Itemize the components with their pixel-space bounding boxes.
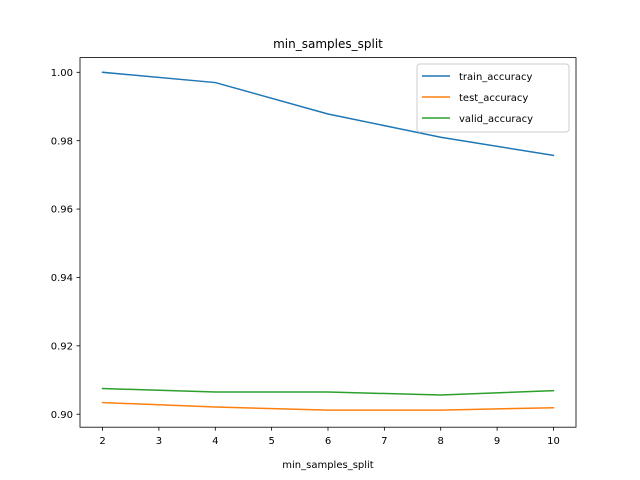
axes-frame (79, 57, 577, 428)
y-tick-label: 1.00 (51, 68, 73, 79)
x-tick-label: 9 (494, 436, 500, 447)
y-tick-label: 0.92 (51, 341, 73, 352)
x-tick-label: 7 (381, 436, 387, 447)
series-line-test-accuracy (101, 401, 555, 411)
x-tick-label: 8 (438, 436, 444, 447)
y-axis-ticks: 0.90 0.92 0.94 0.96 0.98 1.00 (51, 68, 80, 421)
chart-title: min_samples_split (273, 37, 383, 51)
y-tick-label: 0.98 (51, 136, 73, 147)
legend-label-test-accuracy: test_accuracy (459, 93, 528, 104)
y-tick-label: 0.90 (51, 410, 73, 421)
series-layer (101, 71, 555, 411)
legend-box (416, 63, 570, 133)
y-tick-label: 0.96 (51, 205, 73, 216)
series-line-train-accuracy (101, 71, 555, 157)
x-tick-label: 10 (547, 436, 560, 447)
x-axis-ticks: 2 3 4 5 6 7 8 9 10 (99, 427, 560, 447)
y-tick-label: 0.94 (51, 273, 73, 284)
legend: train_accuracy test_accuracy valid_accurac… (416, 63, 570, 133)
x-tick-label: 4 (212, 436, 218, 447)
x-tick-label: 3 (156, 436, 162, 447)
legend-label-valid-accuracy: valid_accuracy (459, 114, 533, 125)
x-axis-label: min_samples_split (282, 460, 374, 471)
x-tick-label: 2 (99, 436, 105, 447)
series-line-valid-accuracy (101, 387, 555, 396)
x-tick-label: 5 (268, 436, 274, 447)
x-tick-label: 6 (325, 436, 331, 447)
legend-label-train-accuracy: train_accuracy (459, 72, 532, 83)
